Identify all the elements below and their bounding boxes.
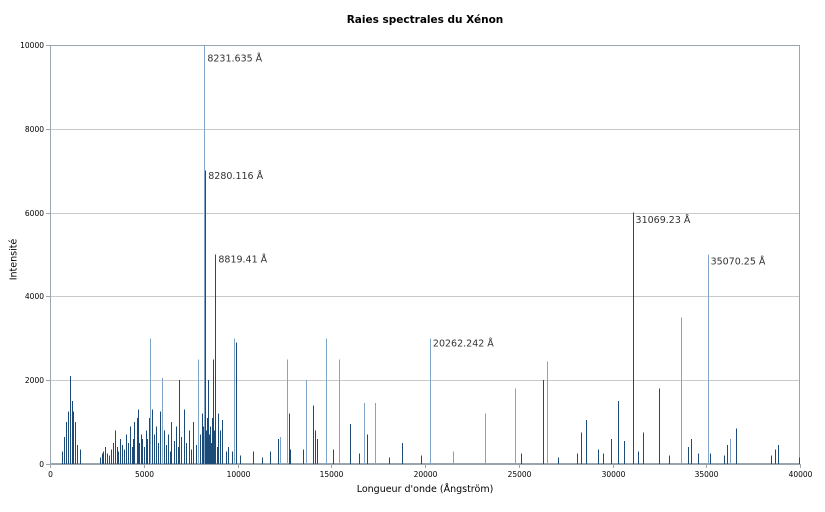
y-tick-label: 8000	[25, 125, 44, 134]
x-tick-label: 30000	[602, 470, 626, 479]
x-tick-label: 40000	[789, 470, 813, 479]
x-tick-label: 35000	[695, 470, 719, 479]
y-tick-label: 4000	[25, 292, 44, 301]
x-tick-label: 0	[48, 470, 53, 479]
x-tick-label: 5000	[135, 470, 154, 479]
x-tick-label: 10000	[227, 470, 251, 479]
y-tick-label: 6000	[25, 209, 44, 218]
peak-wavelength-label: 35070.25 Å	[711, 256, 766, 268]
x-tick-label: 20000	[414, 470, 438, 479]
y-axis-title: Intensité	[8, 238, 20, 281]
peak-wavelength-label: 31069.23 Å	[636, 214, 691, 226]
y-tick-label: 0	[39, 460, 44, 469]
x-tick-label: 15000	[320, 470, 344, 479]
y-tick-label: 2000	[25, 376, 44, 385]
peak-wavelength-label: 8231.635 Å	[207, 52, 262, 64]
y-tick-label: 10000	[20, 41, 44, 50]
peak-wavelength-label: 8280.116 Å	[208, 170, 263, 182]
peak-wavelength-label: 8819.41 Å	[218, 254, 267, 266]
x-tick-label: 25000	[508, 470, 532, 479]
plot-border	[50, 45, 800, 464]
chart-title: Raies spectrales du Xénon	[346, 14, 504, 26]
x-axis-title: Longueur d'onde (Ångström)	[356, 484, 494, 495]
peak-wavelength-label: 20262.242 Å	[433, 337, 494, 349]
